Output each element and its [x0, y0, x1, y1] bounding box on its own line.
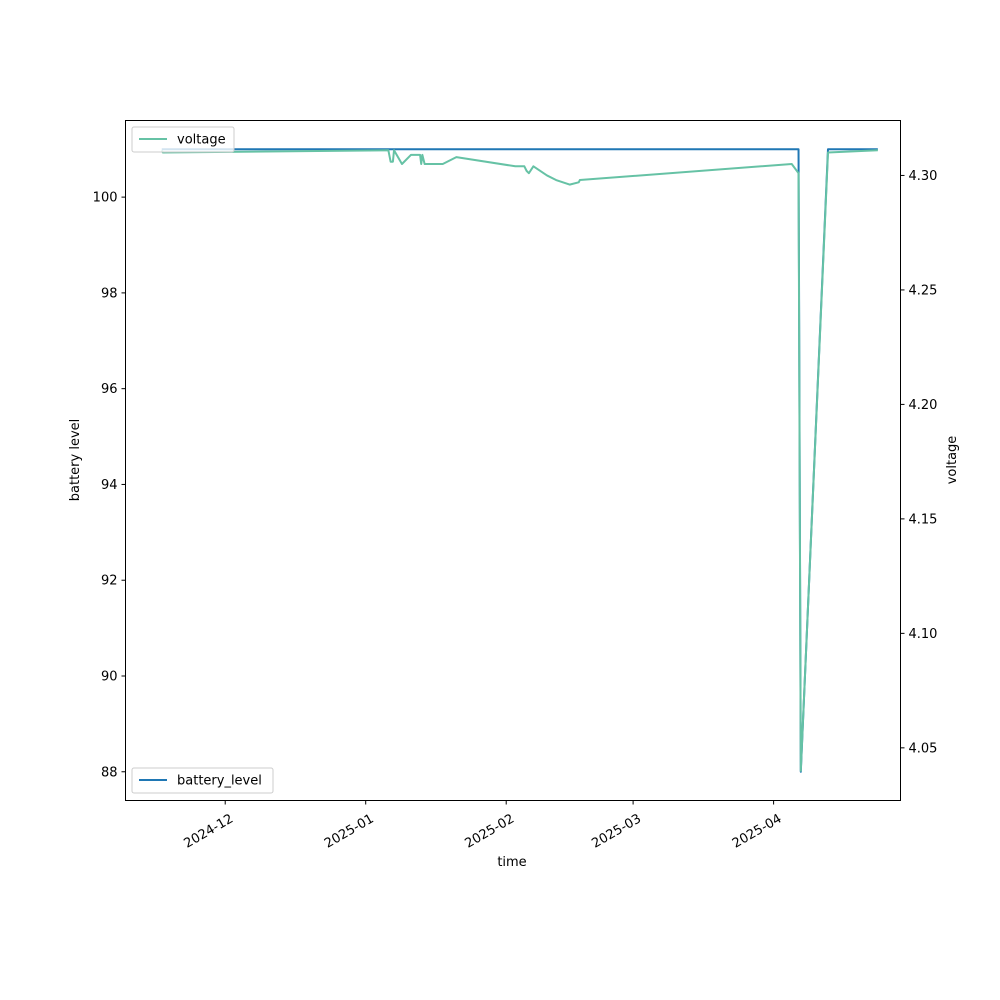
y-axis-left: 88 90 92 94 96 98 100 [93, 191, 126, 780]
series-layer [160, 148, 878, 773]
legend-battery-level: battery_level [131, 767, 274, 794]
legend-battery-level-box [131, 767, 274, 794]
legend-voltage-box [131, 126, 235, 153]
y-left-tick-label: 96 [101, 382, 118, 397]
y-left-tick-label: 94 [101, 478, 118, 493]
legend-voltage: voltage [131, 126, 235, 153]
plot-frame [125, 120, 901, 801]
y-left-tick-label: 88 [101, 765, 118, 780]
legend-battery-level-label: battery_level [177, 774, 262, 789]
y-left-tick-label: 92 [101, 574, 118, 589]
legend-voltage-label: voltage [177, 133, 226, 148]
x-axis-label: time [497, 855, 526, 870]
y-right-tick-label: 4.05 [909, 741, 938, 756]
y-axis-left-label: battery level [68, 419, 83, 502]
series-line-voltage [160, 149, 878, 772]
y-left-tick-label: 98 [101, 286, 118, 301]
y-axis-right: 4.05 4.10 4.15 4.20 4.25 4.30 [900, 169, 938, 756]
y-right-tick-label: 4.10 [909, 627, 938, 642]
y-right-tick-label: 4.30 [909, 169, 938, 184]
y-left-tick-label: 100 [93, 191, 118, 206]
y-right-tick-label: 4.25 [909, 283, 938, 298]
y-axis-right-label: voltage [945, 436, 960, 485]
y-left-tick-label: 90 [101, 669, 118, 684]
y-right-tick-label: 4.15 [909, 512, 938, 527]
y-right-tick-label: 4.20 [909, 398, 938, 413]
